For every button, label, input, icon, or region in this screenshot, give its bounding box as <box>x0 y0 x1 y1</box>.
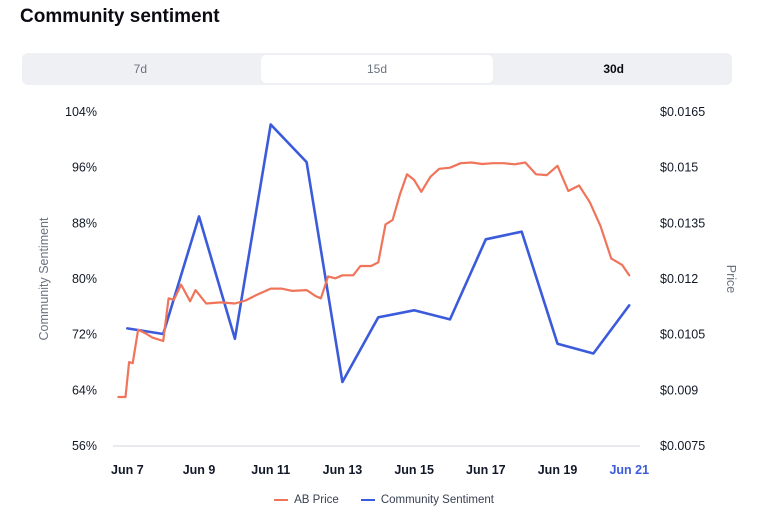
x-tick-label: Jun 19 <box>538 463 578 477</box>
y-left-tick-label: 56% <box>72 439 97 453</box>
x-tick-label: Jun 13 <box>323 463 363 477</box>
y-right-tick-label: $0.015 <box>660 161 698 175</box>
legend-swatch-sentiment <box>360 499 375 501</box>
y-left-axis-title: Community Sentiment <box>37 217 51 340</box>
legend-label-sentiment: Community Sentiment <box>380 494 494 506</box>
y-right-tick-label: $0.0105 <box>660 328 705 342</box>
x-tick-label: Jun 15 <box>394 463 434 477</box>
x-tick-label: Jun 17 <box>466 463 506 477</box>
timeframe-tabs: 7d 15d 30d <box>22 53 732 85</box>
y-right-tick-label: $0.0135 <box>660 216 705 230</box>
x-tick-label: Jun 9 <box>183 463 216 477</box>
x-tick-label: Jun 21 <box>609 463 649 477</box>
sentiment-chart: 104% 96% 88% 80% 72% 64% 56% $0.0165 $0.015 $0.01… <box>37 105 738 477</box>
y-left-tick-label: 96% <box>72 161 97 175</box>
y-left-tick-label: 104% <box>65 105 97 119</box>
y-left-tick-label: 64% <box>72 383 97 397</box>
y-right-tick-label: $0.0165 <box>660 105 705 119</box>
legend-item-sentiment[interactable]: Community Sentiment <box>360 494 494 506</box>
y-left-tick-label: 80% <box>72 272 97 286</box>
y-right-tick-label: $0.012 <box>660 272 698 286</box>
y-left-tick-label: 72% <box>72 328 97 342</box>
price-series-line <box>117 161 631 399</box>
y-left-tick-label: 88% <box>72 216 97 230</box>
page-title: Community sentiment <box>20 6 220 27</box>
y-right-axis-title: Price <box>724 265 738 294</box>
sentiment-series-line <box>126 123 631 384</box>
x-tick-label: Jun 7 <box>111 463 144 477</box>
tab-15d[interactable]: 15d <box>260 55 494 83</box>
legend-item-price[interactable]: AB Price <box>274 494 339 506</box>
legend-label-price: AB Price <box>294 494 339 506</box>
legend-swatch-price <box>274 499 289 501</box>
tab-7d[interactable]: 7d <box>133 62 148 76</box>
tab-30d[interactable]: 30d <box>603 62 625 76</box>
x-tick-label: Jun 11 <box>251 463 290 477</box>
chart-legend: AB Price Community Sentiment <box>0 494 768 506</box>
y-right-tick-label: $0.009 <box>660 383 698 397</box>
y-right-tick-label: $0.0075 <box>660 439 705 453</box>
